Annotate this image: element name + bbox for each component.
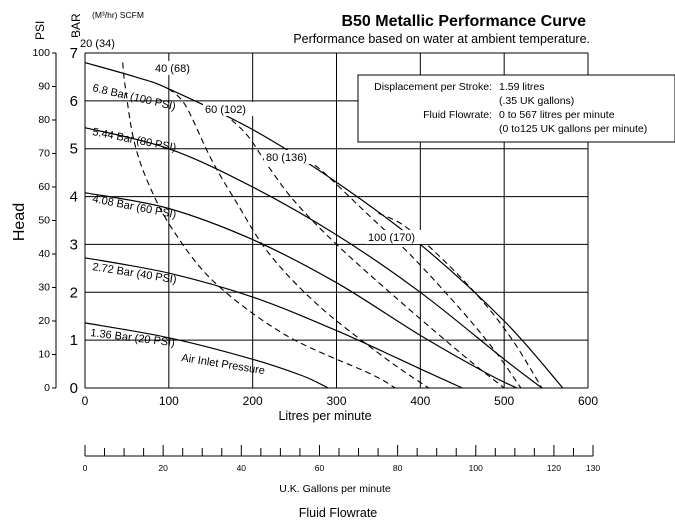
x-tick-label: 0 — [82, 394, 89, 408]
info-box-value: (.35 UK gallons) — [499, 95, 574, 107]
info-box — [357, 74, 675, 143]
air-curve — [168, 88, 430, 389]
pressure-curve — [84, 192, 517, 389]
x-tick-label: 100 — [159, 394, 179, 408]
air-curve-label: 100 (170) — [368, 232, 415, 244]
psi-tick-label: 10 — [38, 349, 50, 361]
psi-tick-label: 40 — [38, 248, 50, 260]
bar-tick-label: 6 — [70, 93, 78, 110]
secondary-tick-label: 60 — [315, 463, 325, 473]
secondary-tick-label: 20 — [158, 463, 168, 473]
info-box-value: 0 to 567 litres per minute — [499, 109, 615, 121]
info-box-value: (0 to125 UK gallons per minute) — [499, 123, 647, 135]
psi-tick-label: 50 — [38, 215, 50, 227]
air-curve-label: 80 (136) — [266, 152, 307, 164]
bar-tick-label: 1 — [70, 332, 78, 349]
psi-tick-label: 0 — [44, 382, 50, 394]
x-tick-label: 600 — [578, 394, 598, 408]
air-curve-label: 20 (34) — [80, 38, 115, 50]
bar-tick-label: 7 — [70, 45, 78, 62]
psi-tick-label: 60 — [38, 181, 50, 193]
secondary-tick-label: 80 — [393, 463, 403, 473]
psi-tick-label: 80 — [38, 114, 50, 126]
bar-unit-label: BAR — [69, 13, 83, 38]
psi-tick-label: 100 — [32, 47, 50, 59]
air-curve-label-bg — [203, 102, 260, 116]
secondary-tick-label: 120 — [547, 463, 561, 473]
pressure-curve — [84, 322, 329, 389]
x-axis-label: Litres per minute — [278, 409, 371, 423]
info-box-value: 1.59 litres — [499, 81, 545, 93]
secondary-tick-label: 40 — [237, 463, 247, 473]
air-curve-label: 60 (102) — [205, 104, 246, 116]
psi-unit-label: PSI — [33, 21, 47, 40]
secondary-tick-label: 0 — [83, 463, 88, 473]
x-tick-label: 400 — [410, 394, 430, 408]
secondary-x-axis-label: U.K. Gallons per minute — [279, 483, 391, 495]
bar-tick-label: 0 — [70, 380, 78, 397]
air-curve — [298, 153, 522, 389]
air-units-label: (M³/hr) SCFM — [92, 10, 144, 20]
psi-tick-label: 70 — [38, 148, 50, 160]
x-tick-label: 500 — [494, 394, 514, 408]
air-curve-label: 40 (68) — [155, 63, 190, 75]
pressure-curve — [84, 62, 564, 389]
pressure-curve-label: 2.72 Bar (40 PSI) — [92, 261, 178, 286]
psi-tick-label: 20 — [38, 315, 50, 327]
air-curve-label-bg — [153, 61, 204, 75]
air-curve-label-bg — [366, 230, 430, 244]
chart-title: B50 Metallic Performance Curve — [341, 13, 586, 30]
psi-tick-label: 90 — [38, 81, 50, 93]
pressure-curve-label: 5.44 Bar (80 PSI) — [91, 126, 177, 154]
psi-tick-label: 30 — [38, 282, 50, 294]
bar-tick-label: 3 — [70, 236, 78, 253]
info-box-label: Fluid Flowrate: — [423, 109, 492, 121]
pressure-curve — [84, 257, 463, 389]
bar-tick-label: 4 — [70, 189, 78, 206]
footer-label: Fluid Flowrate — [299, 506, 378, 520]
air-curve — [231, 119, 505, 389]
chart-subtitle: Performance based on water at ambient te… — [293, 32, 590, 46]
info-box-label: Displacement per Stroke: — [374, 81, 492, 93]
x-tick-label: 300 — [326, 394, 346, 408]
y-axis-label: Head — [11, 203, 28, 241]
x-tick-label: 200 — [243, 394, 263, 408]
secondary-tick-label: 100 — [469, 463, 483, 473]
air-curve-label-bg — [264, 150, 321, 164]
air-curve — [378, 212, 543, 389]
air-curve — [122, 62, 396, 389]
bar-tick-label: 5 — [70, 141, 78, 158]
air-curve-label-bg — [78, 36, 129, 50]
secondary-tick-label: 130 — [586, 463, 600, 473]
bar-tick-label: 2 — [70, 284, 78, 301]
